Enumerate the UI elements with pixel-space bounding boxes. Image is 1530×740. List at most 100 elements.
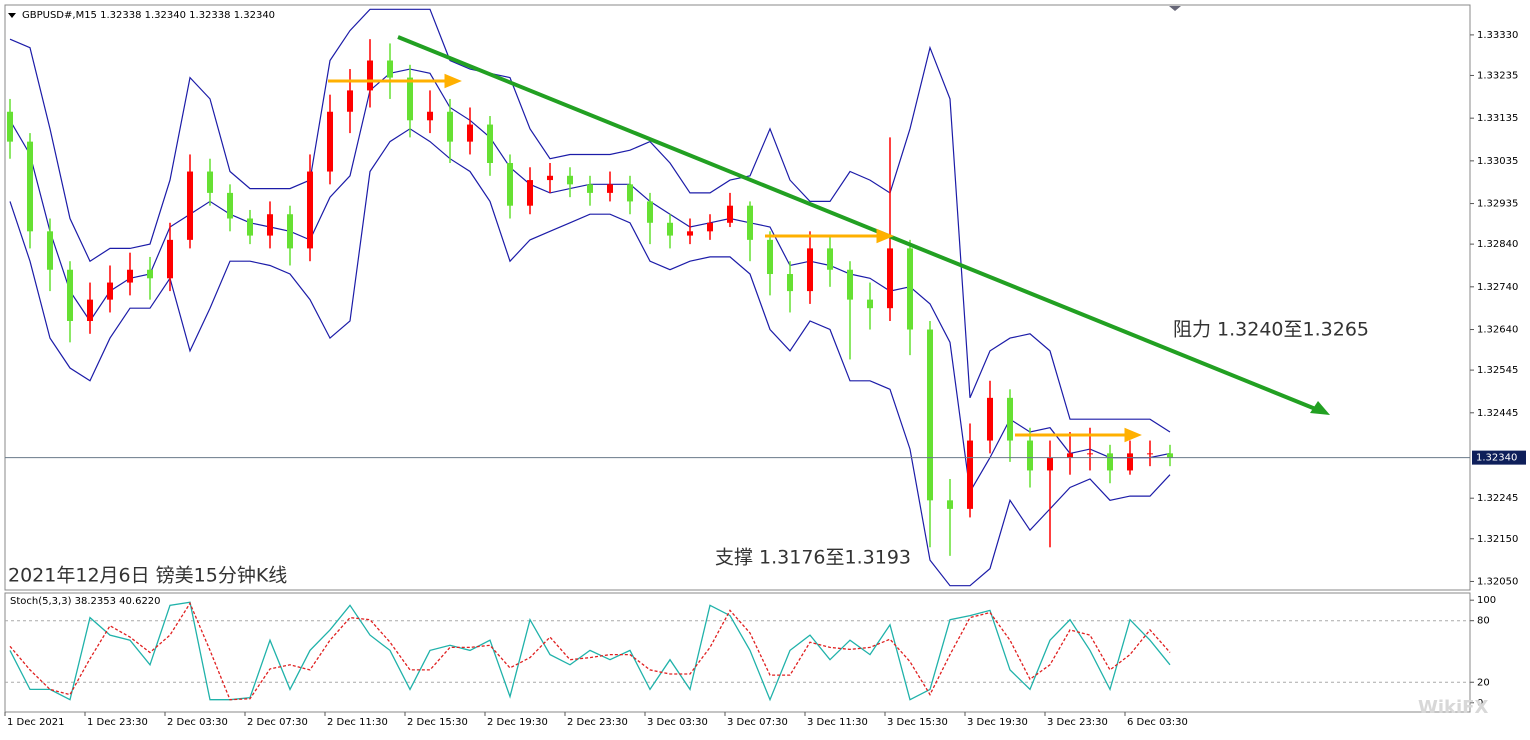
main-panel [4,4,1471,591]
candle-body [927,329,933,501]
candle-body [187,171,193,240]
support-note: 支撑 1.3176至1.3193 [715,547,911,569]
candle-body [1027,440,1033,471]
trend-arrow [1310,401,1330,415]
y-tick-label: 1.33035 [1477,156,1518,167]
candle-body [747,205,753,240]
candle-body [67,269,73,321]
chart-title: GBPUSD#,M15 1.32338 1.32340 1.32338 1.32… [22,10,275,21]
x-tick-label: 1 Dec 2021 [7,717,65,728]
x-tick-label: 2 Dec 07:30 [247,717,308,728]
candle-body [687,231,693,236]
x-tick-label: 2 Dec 03:30 [167,717,228,728]
trend-line [397,35,1319,412]
menu-icon[interactable] [8,13,16,18]
candle-body [307,171,313,249]
x-tick-label: 2 Dec 11:30 [327,717,388,728]
y-tick-label: 100 [1477,595,1496,606]
candle-body [367,60,373,91]
y-tick-label: 1.32640 [1477,325,1518,336]
candle-body [987,397,993,441]
y-tick-label: 1.32050 [1477,576,1518,587]
candle-body [1007,397,1013,441]
y-tick-label: 80 [1477,616,1490,627]
current-price-box [1472,450,1526,465]
x-tick-label: 6 Dec 03:30 [1127,717,1188,728]
y-tick-label: 1.32935 [1477,199,1518,210]
x-tick-label: 2 Dec 23:30 [567,717,628,728]
stoch-title: Stoch(5,3,3) 38.2353 40.6220 [10,596,161,607]
candle-body [667,222,673,236]
x-tick-label: 3 Dec 11:30 [807,717,868,728]
candle-body [727,205,733,223]
bollinger-upper [9,8,1171,433]
candle-body [787,274,793,292]
candle-body [427,111,433,121]
x-tick-label: 3 Dec 15:30 [887,717,948,728]
candle-body [967,440,973,509]
candle-body [27,141,33,232]
stoch-line [9,601,1171,702]
resistance-note: 阻力 1.3240至1.3265 [1173,319,1369,341]
candle-body [327,111,333,172]
arrow-head [1124,427,1142,443]
y-tick-label: 1.32545 [1477,365,1518,376]
candle-body [447,111,453,142]
candle-body [947,500,953,509]
candle-body [407,77,413,121]
candle-body [507,162,513,206]
candle-body [127,269,133,283]
candle-body [1127,453,1133,471]
stoch-panel [4,592,1471,713]
chart-caption: 2021年12月6日 镑美15分钟K线 [8,565,287,587]
candle-body [847,269,853,300]
candle-body [807,248,813,292]
candle-body [487,124,493,163]
arrow-head [876,228,894,244]
candle-body [207,171,213,193]
candle-body [87,299,93,321]
watermark: WikiFX [1418,697,1488,718]
candle-body [47,231,53,270]
arrow-head [444,73,462,89]
x-tick-label: 3 Dec 03:30 [647,717,708,728]
candle-body [1167,453,1173,458]
candle-body [287,214,293,249]
candle-body [387,60,393,78]
candle-body [1107,453,1113,471]
candle-body [107,282,113,300]
candle-body [527,180,533,206]
candle-body [867,299,873,309]
candle-body [227,192,233,219]
candle-body [607,184,613,193]
candle-body [467,124,473,142]
y-tick-label: 20 [1477,677,1490,688]
candle-body [347,90,353,112]
x-tick-label: 1 Dec 23:30 [87,717,148,728]
candle-body [1067,453,1073,458]
x-tick-label: 3 Dec 23:30 [1047,717,1108,728]
x-tick-label: 2 Dec 15:30 [407,717,468,728]
level-arrows [328,73,1142,443]
y-tick-label: 1.32740 [1477,282,1518,293]
y-tick-label: 1.32445 [1477,408,1518,419]
y-tick-label: 1.33235 [1477,70,1518,81]
candle-body [567,175,573,185]
plot-layer: 1.32050 1.32150 1.32245 1.32445 1.32545 1.326… [4,8,1526,728]
x-tick-label: 3 Dec 07:30 [727,717,788,728]
candle-body [1087,453,1093,455]
y-tick-label: 1.32150 [1477,534,1518,545]
x-tick-label: 3 Dec 19:30 [967,717,1028,728]
candle-body [647,201,653,223]
y-tick-label: 0 [1477,698,1483,709]
y-tick-label: 1.33330 [1477,30,1518,41]
candle-body [767,239,773,275]
candle-body [707,222,713,232]
x-tick-label: 2 Dec 19:30 [487,717,548,728]
candle-body [587,184,593,193]
scroll-marker [1169,6,1181,11]
y-tick-label: 1.33135 [1477,113,1518,124]
candle-body [907,248,913,330]
candle-body [147,269,153,279]
